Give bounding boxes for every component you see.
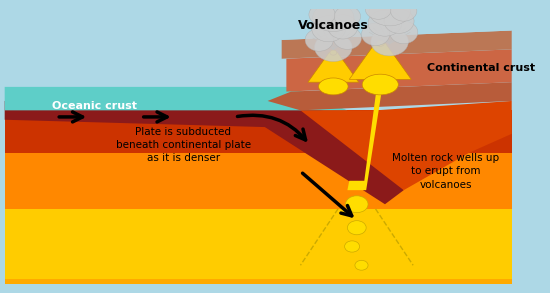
Text: Plate is subducted
beneath continental plate
as it is denser: Plate is subducted beneath continental p… <box>116 127 251 163</box>
Polygon shape <box>308 53 359 82</box>
Text: Molten rock wells up
to erupt from
volcanoes: Molten rock wells up to erupt from volca… <box>392 153 499 190</box>
Polygon shape <box>282 30 512 59</box>
Polygon shape <box>254 101 404 204</box>
Ellipse shape <box>355 260 368 270</box>
Ellipse shape <box>361 23 389 46</box>
Polygon shape <box>5 143 512 190</box>
Ellipse shape <box>312 16 345 42</box>
FancyBboxPatch shape <box>0 6 519 287</box>
Polygon shape <box>5 110 512 153</box>
Polygon shape <box>5 87 348 110</box>
Ellipse shape <box>348 221 366 235</box>
Ellipse shape <box>369 0 410 26</box>
Polygon shape <box>287 49 512 92</box>
Ellipse shape <box>305 29 333 51</box>
Polygon shape <box>5 209 512 279</box>
Ellipse shape <box>333 27 361 49</box>
Polygon shape <box>5 237 512 284</box>
Ellipse shape <box>368 10 402 36</box>
Ellipse shape <box>312 3 354 31</box>
Ellipse shape <box>328 15 358 39</box>
Polygon shape <box>5 153 512 209</box>
Polygon shape <box>300 101 512 190</box>
Ellipse shape <box>362 74 398 95</box>
Ellipse shape <box>330 50 337 55</box>
Text: Continental crust: Continental crust <box>427 63 535 73</box>
Ellipse shape <box>318 78 348 95</box>
Text: Volcanoes: Volcanoes <box>298 19 368 32</box>
Ellipse shape <box>315 33 352 62</box>
Ellipse shape <box>389 21 418 44</box>
Ellipse shape <box>345 241 360 252</box>
Ellipse shape <box>365 0 392 19</box>
Ellipse shape <box>345 196 368 213</box>
Text: Oceanic crust: Oceanic crust <box>52 101 136 111</box>
Polygon shape <box>282 14 512 40</box>
Polygon shape <box>5 190 512 237</box>
Ellipse shape <box>376 40 384 46</box>
Polygon shape <box>268 82 512 110</box>
Ellipse shape <box>309 4 335 25</box>
Ellipse shape <box>334 6 361 27</box>
Polygon shape <box>348 82 383 190</box>
Polygon shape <box>5 115 512 143</box>
Ellipse shape <box>371 28 409 56</box>
Polygon shape <box>5 101 352 129</box>
Ellipse shape <box>390 1 417 21</box>
Polygon shape <box>349 43 411 79</box>
Ellipse shape <box>384 9 414 33</box>
